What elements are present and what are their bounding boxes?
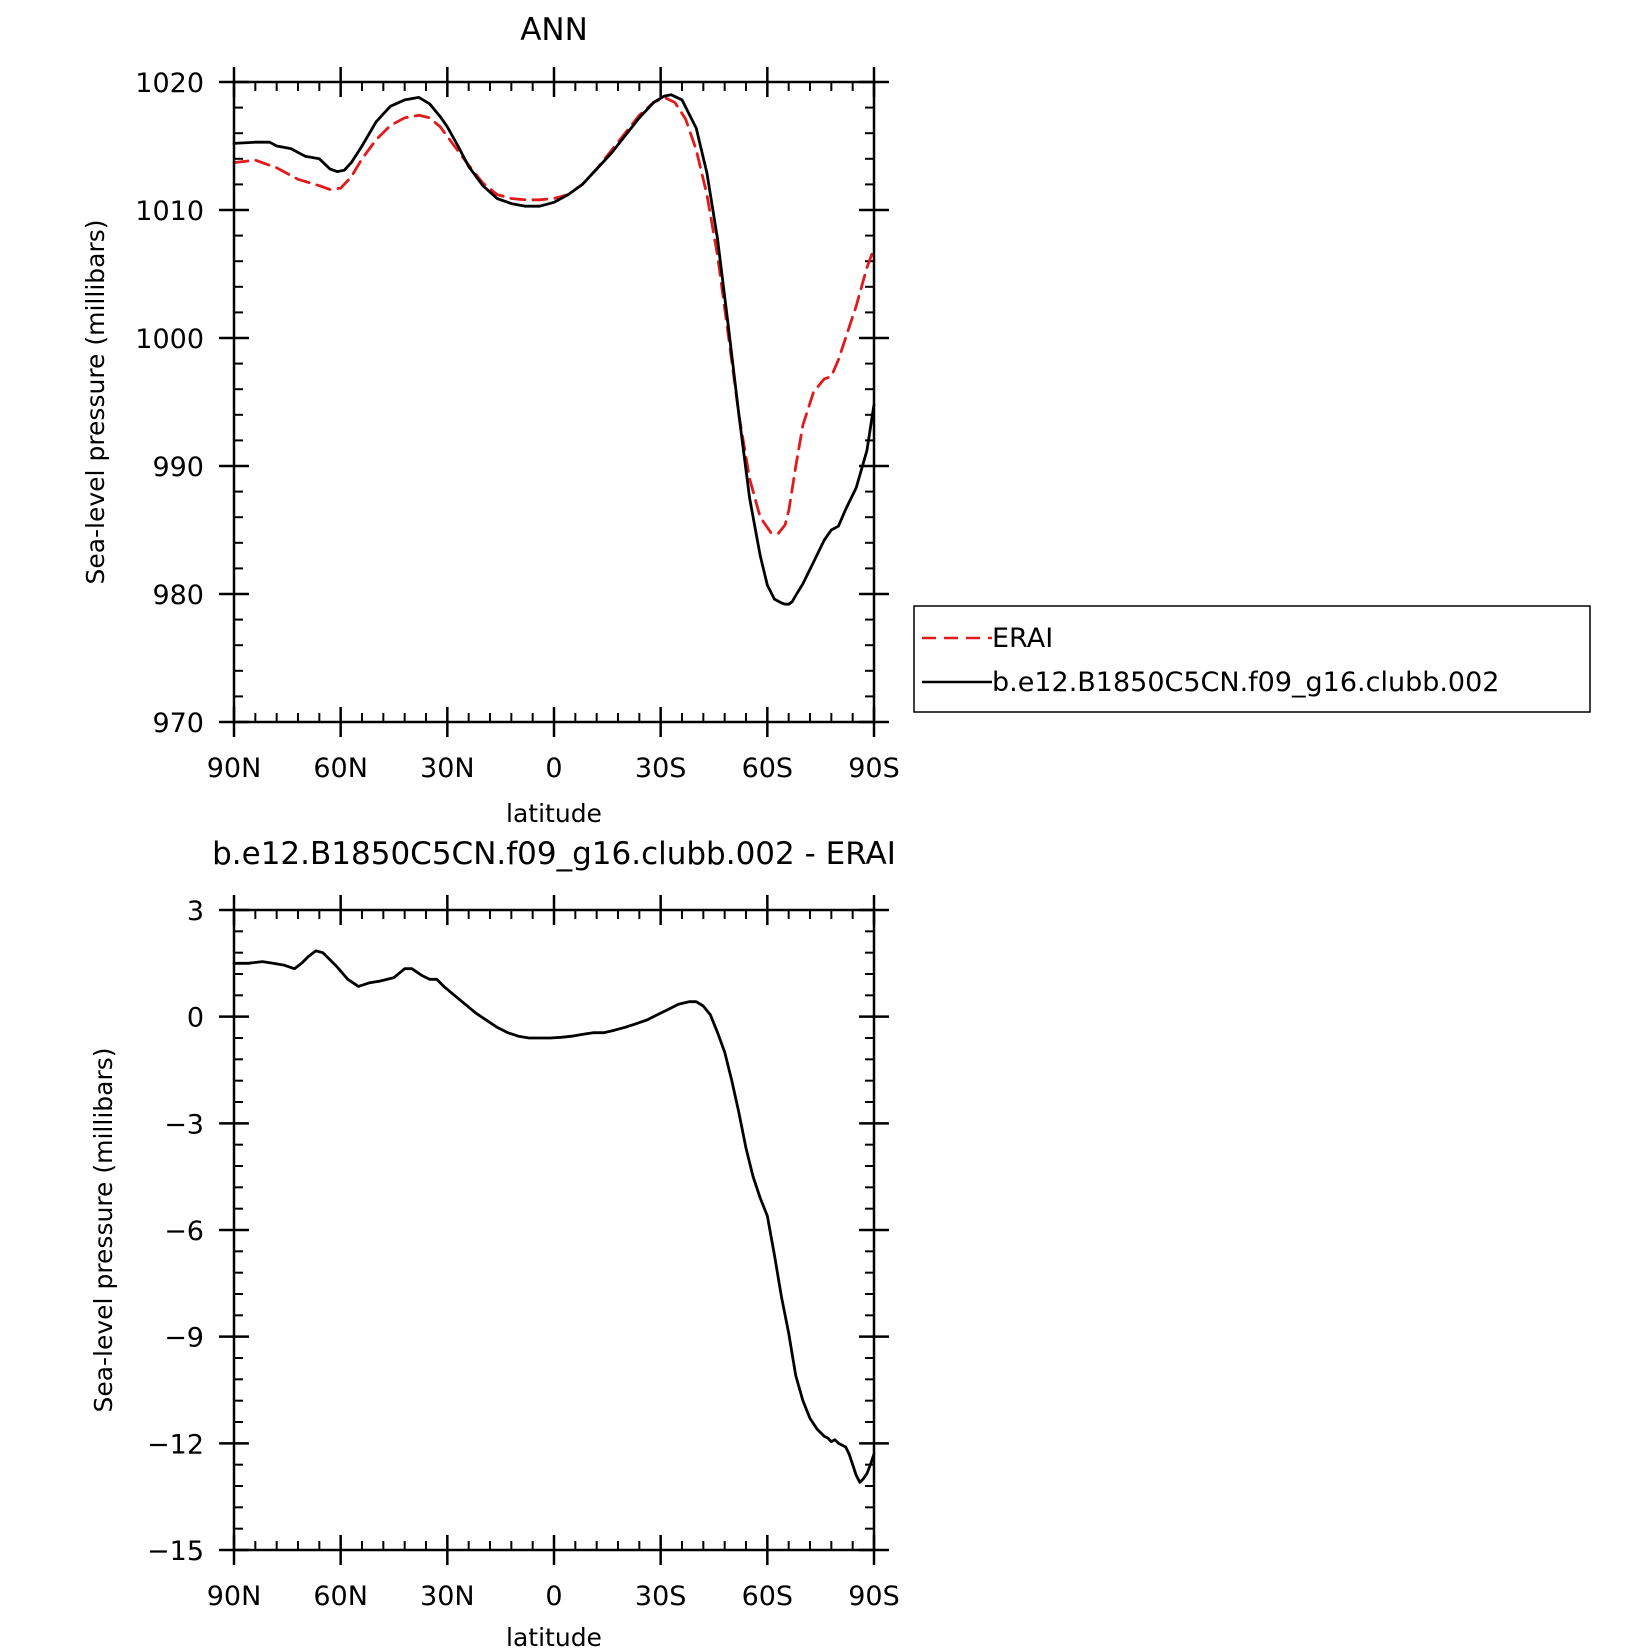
y-tick-label: 1010 [135,196,204,227]
legend-label-model: b.e12.B1850C5CN.f09_g16.clubb.002 [992,667,1499,698]
y-tick-label: −6 [164,1216,204,1247]
x-tick-label: 90N [207,753,262,784]
top-series-group [232,93,876,606]
top-x-axis-title: latitude [506,799,602,828]
y-tick-label: −15 [147,1536,204,1567]
y-tick-label: 1020 [135,68,204,99]
legend-box [913,605,1591,713]
bottom-axis-ticks [219,895,889,1565]
legend: ERAI b.e12.B1850C5CN.f09_g16.clubb.002 [913,605,1591,713]
y-tick-label: 980 [152,580,204,611]
x-tick-label: 90S [848,753,900,784]
bottom-tick-labels: 90N 60N 30N 0 30S 60S 90S −15 −12 −9 −6 −3 0 3 [147,896,900,1612]
top-series-line-0 [232,96,876,536]
top-chart-title: ANN [520,12,588,48]
y-tick-label: 0 [187,1003,204,1034]
x-tick-label: 90S [848,1581,900,1612]
x-tick-label: 60N [313,1581,368,1612]
bottom-y-axis-title: Sea-level pressure (millibars) [89,1047,118,1412]
y-tick-label: −3 [164,1109,204,1140]
x-tick-label: 30S [635,753,687,784]
x-tick-label: 30N [420,1581,475,1612]
y-tick-label: 970 [152,708,204,739]
legend-label-erai: ERAI [992,623,1053,654]
x-tick-label: 90N [207,1581,262,1612]
x-tick-label: 30N [420,753,475,784]
y-tick-label: −12 [147,1429,204,1460]
bottom-series-group [232,949,876,1484]
x-tick-label: 30S [635,1581,687,1612]
chart-top: ANN 90N 60N 30N 0 30S 60S 90S 970 980 990 1000 1010… [81,12,900,828]
bottom-series-line-0 [232,949,876,1484]
chart-bottom: b.e12.B1850C5CN.f09_g16.clubb.002 - ERAI… [89,836,900,1652]
top-y-axis-title: Sea-level pressure (millibars) [81,219,110,584]
top-axis-ticks [219,67,889,737]
top-tick-labels: 90N 60N 30N 0 30S 60S 90S 970 980 990 1000 1010 1020 [135,68,899,784]
bottom-x-axis-title: latitude [506,1623,602,1652]
x-tick-label: 60S [742,1581,794,1612]
y-tick-label: −9 [164,1323,204,1354]
x-tick-label: 0 [545,1581,562,1612]
y-tick-label: 1000 [135,324,204,355]
bottom-plot-frame [232,908,876,1552]
top-plot-frame [232,80,876,724]
x-tick-label: 60S [742,753,794,784]
x-tick-label: 0 [545,753,562,784]
y-tick-label: 3 [187,896,204,927]
top-series-line-1 [232,93,876,606]
x-tick-label: 60N [313,753,368,784]
bottom-chart-title: b.e12.B1850C5CN.f09_g16.clubb.002 - ERAI [212,836,896,872]
y-tick-label: 990 [152,452,204,483]
